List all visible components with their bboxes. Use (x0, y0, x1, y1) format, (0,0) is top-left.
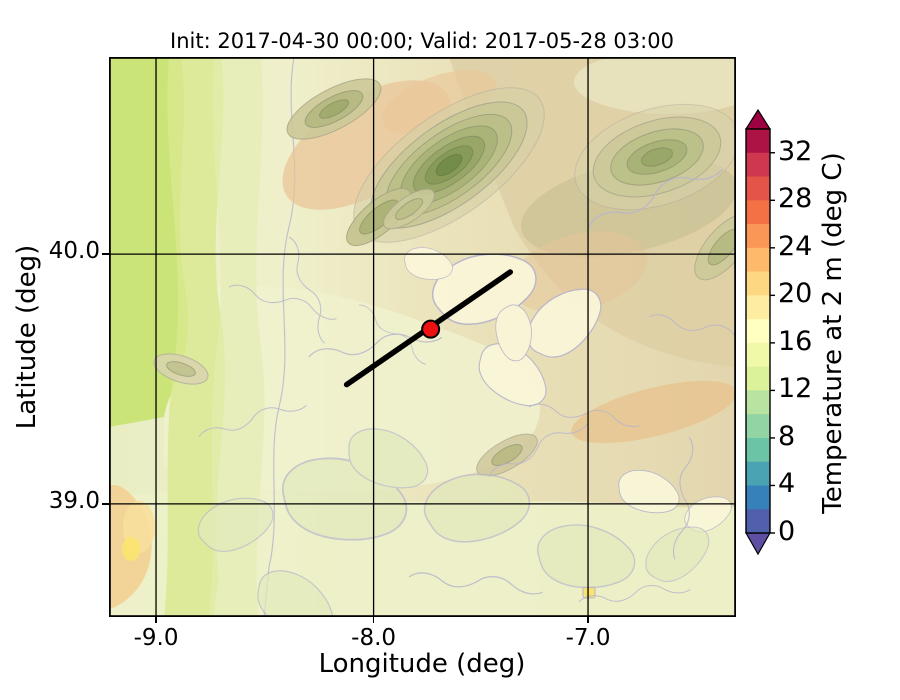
colorbar-band (746, 176, 770, 201)
map-plot (109, 57, 736, 617)
gridlines (109, 57, 736, 617)
colorbar-tick-label: 4 (778, 468, 796, 500)
colorbar-tick-label: 16 (778, 325, 813, 357)
map-overlays (343, 269, 514, 388)
station-marker (421, 319, 441, 339)
plot-title: Init: 2017-04-30 00:00; Valid: 2017-05-2… (170, 29, 674, 53)
colorbar-tick-label: 24 (778, 230, 813, 262)
x-tick-mark (155, 617, 157, 623)
colorbar-band (746, 247, 770, 273)
colorbar-label: Temperature at 2 m (deg C) (818, 152, 848, 514)
colorbar-tick-label: 12 (778, 373, 813, 405)
colorbar-tick-label: 0 (778, 516, 796, 547)
x-axis-label: Longitude (deg) (318, 649, 526, 679)
colorbar-band (746, 414, 770, 439)
colorbar-tick-label: 32 (778, 135, 813, 167)
x-tick-label: -9.0 (133, 625, 179, 651)
colorbar-band (746, 200, 770, 225)
colorbar-band (746, 461, 770, 487)
colorbar-band (746, 129, 770, 154)
colorbar-tick-label: 8 (778, 420, 796, 452)
terrain-field (109, 57, 736, 617)
y-tick-mark (102, 503, 109, 505)
colorbar (744, 108, 775, 556)
colorbar-frame (745, 128, 771, 534)
y-tick-mark (102, 253, 109, 255)
colorbar-band (746, 437, 770, 463)
colorbar-band (746, 485, 770, 510)
colorbar-band (746, 319, 770, 344)
colorbar-band (746, 271, 770, 296)
colorbar-band (746, 366, 770, 392)
colorbar-band (746, 342, 770, 368)
colorbar-band (746, 390, 770, 415)
colorbar-band (746, 295, 770, 320)
colorbar-band (746, 224, 770, 249)
plot-frame (109, 57, 736, 617)
colorbar-tick-label: 28 (778, 183, 813, 215)
x-tick-label: -8.0 (351, 625, 397, 651)
x-tick-label: -7.0 (565, 625, 611, 651)
colorbar-band (746, 152, 770, 178)
colorbar-band (746, 509, 770, 534)
x-tick-mark (587, 617, 589, 623)
y-tick-label: 40.0 (48, 238, 100, 265)
map-terrain (109, 57, 736, 617)
colorbar-over-arrow (744, 108, 772, 130)
y-tick-label: 39.0 (48, 487, 100, 514)
y-axis-label: Latitude (deg) (12, 244, 42, 430)
colorbar-under-arrow (744, 532, 772, 556)
x-tick-mark (372, 617, 375, 623)
colorbar-tick-label: 20 (778, 278, 813, 310)
